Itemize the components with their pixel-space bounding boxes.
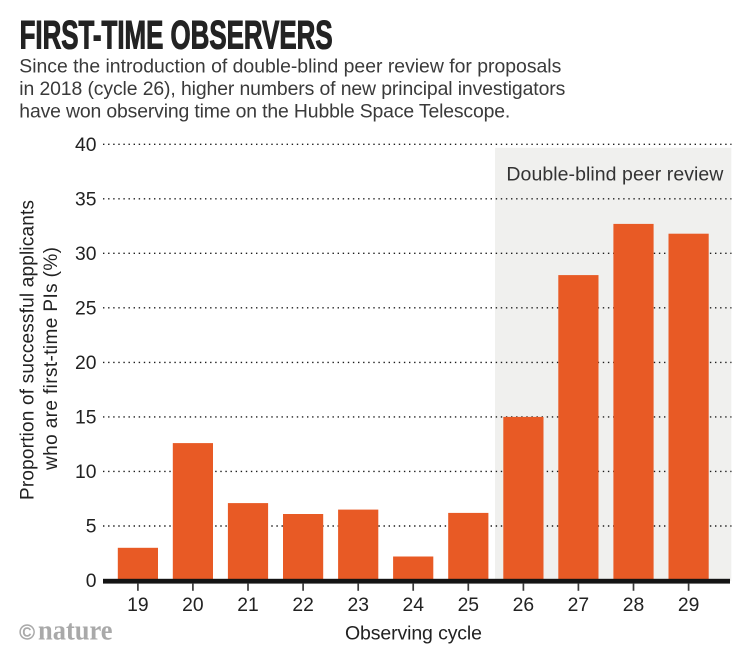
- svg-text:Since the introduction of doub: Since the introduction of double-blind p…: [19, 56, 561, 78]
- svg-text:Proportion of successful appli: Proportion of successful applicants: [18, 200, 39, 500]
- svg-text:5: 5: [86, 517, 97, 538]
- svg-text:19: 19: [127, 595, 148, 616]
- svg-text:10: 10: [75, 462, 96, 483]
- svg-text:nature: nature: [38, 616, 113, 647]
- svg-text:15: 15: [75, 408, 96, 429]
- svg-text:27: 27: [568, 595, 589, 616]
- svg-text:22: 22: [292, 595, 313, 616]
- svg-text:25: 25: [458, 595, 479, 616]
- svg-text:20: 20: [182, 595, 203, 616]
- svg-text:25: 25: [75, 299, 96, 320]
- svg-text:40: 40: [75, 135, 96, 156]
- svg-text:23: 23: [347, 595, 368, 616]
- svg-text:Double-blind peer review: Double-blind peer review: [506, 164, 724, 186]
- svg-text:24: 24: [402, 595, 424, 616]
- svg-text:who are first-time PIs (%): who are first-time PIs (%): [41, 247, 62, 471]
- svg-text:in 2018 (cycle 26), higher num: in 2018 (cycle 26), higher numbers of ne…: [19, 78, 565, 100]
- svg-text:have won observing time on the: have won observing time on the Hubble Sp…: [19, 100, 510, 122]
- svg-text:29: 29: [678, 595, 699, 616]
- svg-text:26: 26: [513, 595, 534, 616]
- svg-text:35: 35: [75, 189, 96, 210]
- svg-text:21: 21: [237, 595, 258, 616]
- svg-text:FIRST-TIME OBSERVERS: FIRST-TIME OBSERVERS: [20, 14, 333, 58]
- svg-text:20: 20: [75, 353, 96, 374]
- svg-text:©: ©: [19, 620, 35, 644]
- svg-text:28: 28: [623, 595, 644, 616]
- svg-text:Observing cycle: Observing cycle: [345, 623, 482, 645]
- svg-text:30: 30: [75, 244, 96, 265]
- svg-text:0: 0: [86, 571, 97, 592]
